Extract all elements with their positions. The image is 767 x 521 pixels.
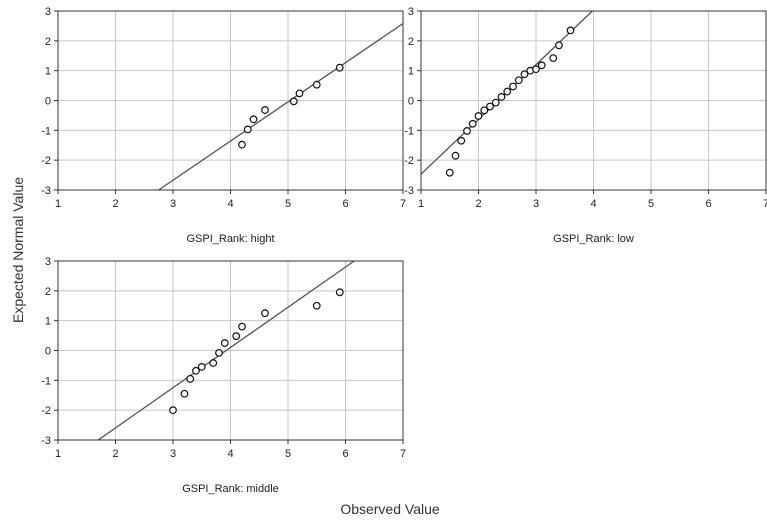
x-tick-label: 6 <box>342 198 348 210</box>
data-point <box>503 87 512 96</box>
x-tick-label: 2 <box>475 198 481 210</box>
x-tick-label: 5 <box>285 198 291 210</box>
data-point <box>220 339 229 347</box>
x-axis-title: Observed Value <box>340 501 440 517</box>
x-tick-label: 4 <box>227 448 233 460</box>
x-tick-label: 1 <box>418 198 424 210</box>
x-tick-label: 4 <box>227 198 233 210</box>
data-point <box>486 102 494 111</box>
data-point <box>555 41 563 50</box>
data-point <box>491 98 500 107</box>
x-tick-label: 3 <box>533 198 539 210</box>
data-point <box>261 106 269 114</box>
data-point <box>312 80 321 89</box>
y-tick-label: -1 <box>404 125 414 137</box>
data-point <box>289 97 298 106</box>
y-tick-label: 2 <box>408 36 414 48</box>
data-point <box>261 309 269 318</box>
x-tick-label: 1 <box>55 448 61 460</box>
y-tick-label: -1 <box>41 125 51 137</box>
data-point <box>186 374 195 383</box>
data-point <box>509 82 517 91</box>
y-axis-title: Expected Normal Value <box>10 177 26 323</box>
data-point <box>215 348 223 357</box>
y-tick-label: 1 <box>408 66 414 78</box>
data-point <box>232 332 241 341</box>
data-point <box>468 119 477 128</box>
x-tick-label: 6 <box>342 448 348 460</box>
y-tick-label: -2 <box>41 155 51 167</box>
panels: 3 2 1 0 -1 -2 -3 1 2 3 4 5 6 7 GSPI_Rank: hight 3 2 1 0 -1 -… <box>41 6 767 495</box>
data-point <box>249 115 258 124</box>
x-tick-label: 5 <box>648 198 654 210</box>
panel-label: GSPI_Rank: hight <box>186 233 274 245</box>
panel-2: 3 2 1 0 -1 -2 -3 1 2 3 4 5 6 7 GSPI_Rank: low <box>404 6 767 245</box>
x-tick-label: 7 <box>763 198 767 210</box>
x-tick-label: 7 <box>400 198 406 210</box>
data-point <box>457 136 466 145</box>
y-tick-label: 3 <box>408 6 414 18</box>
panel-label: GSPI_Rank: middle <box>182 483 279 495</box>
x-tick-label: 5 <box>285 448 291 460</box>
x-tick-label: 4 <box>590 198 596 210</box>
panel-1: 3 2 1 0 -1 -2 -3 1 2 3 4 5 6 7 GSPI_Rank: hight <box>41 6 406 245</box>
data-point <box>335 63 344 72</box>
y-tick-label: 1 <box>45 66 51 78</box>
x-tick-label: 2 <box>112 198 118 210</box>
data-point <box>209 359 218 367</box>
data-point <box>566 26 575 35</box>
y-tick-label: 0 <box>45 346 51 358</box>
data-point <box>520 70 529 79</box>
panel-3: 3 2 1 0 -1 -2 -3 1 2 3 4 5 6 7 GSPI_Rank: middle <box>41 256 406 495</box>
fit-line <box>97 261 355 440</box>
data-point <box>497 93 506 101</box>
y-tick-label: 3 <box>45 6 51 18</box>
data-point <box>451 151 460 160</box>
data-point <box>243 125 252 134</box>
y-tick-label: -3 <box>41 435 51 447</box>
panel-label: GSPI_Rank: low <box>553 233 634 245</box>
data-point <box>180 389 189 398</box>
data-point <box>532 65 540 74</box>
y-tick-label: -3 <box>404 185 414 197</box>
x-tick-label: 3 <box>170 198 176 210</box>
y-tick-label: -2 <box>404 155 414 167</box>
x-tick-label: 1 <box>55 198 61 210</box>
data-point <box>295 89 304 98</box>
data-point <box>335 288 344 297</box>
data-point <box>463 127 471 135</box>
data-point <box>238 140 246 149</box>
data-point <box>445 168 454 177</box>
data-point <box>192 366 200 375</box>
data-point <box>514 76 523 85</box>
data-point <box>474 112 483 120</box>
fit-line <box>158 22 403 190</box>
x-tick-label: 7 <box>400 448 406 460</box>
y-tick-label: 2 <box>45 36 51 48</box>
y-tick-label: 1 <box>45 316 51 328</box>
x-tick-label: 3 <box>170 448 176 460</box>
y-tick-label: 0 <box>45 96 51 108</box>
data-point <box>197 363 206 371</box>
y-tick-label: 0 <box>408 96 414 108</box>
x-tick-label: 2 <box>112 448 118 460</box>
x-tick-label: 6 <box>705 198 711 210</box>
data-point <box>480 106 489 115</box>
data-point <box>169 406 177 415</box>
y-tick-label: 3 <box>45 256 51 268</box>
data-point <box>238 322 246 331</box>
data-point <box>312 301 321 310</box>
y-tick-label: -2 <box>41 405 51 417</box>
y-tick-label: -3 <box>41 185 51 197</box>
y-tick-label: -1 <box>41 375 51 387</box>
y-tick-label: 2 <box>45 286 51 298</box>
data-point <box>537 61 546 70</box>
data-point <box>549 54 558 63</box>
